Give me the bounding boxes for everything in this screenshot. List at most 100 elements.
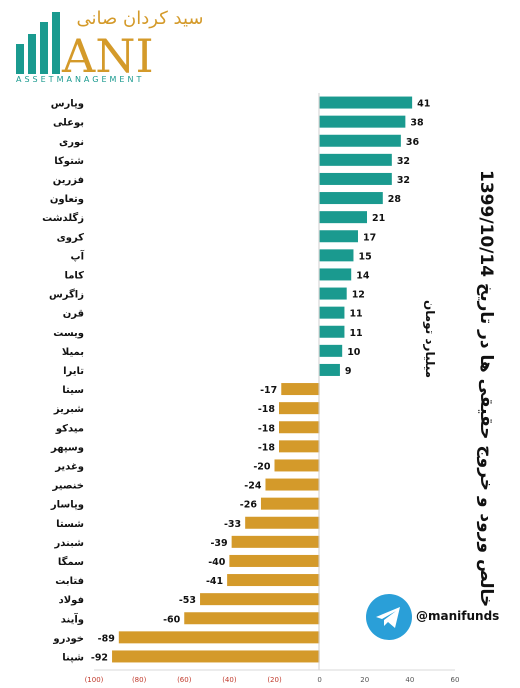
value-label-16: -18 [258, 404, 276, 415]
x-tick-label-3: (40) [222, 676, 237, 684]
unit-label-text: میلیارد تومان [423, 300, 437, 379]
value-label-22: -33 [224, 519, 241, 530]
unit-label: میلیارد تومان [415, 300, 439, 410]
category-label-18: وسپهر [50, 442, 84, 453]
category-label-0: وپارس [51, 99, 84, 110]
bar-28 [118, 631, 320, 644]
telegram-badge[interactable]: @manifunds [366, 594, 516, 644]
category-label-26: فولاد [59, 595, 84, 606]
value-label-29: -92 [91, 652, 108, 663]
bar-10 [319, 287, 347, 300]
value-label-15: -17 [260, 385, 277, 396]
logo-persian-name: سید کردان صانی [77, 8, 204, 29]
bar-11 [319, 306, 345, 319]
value-label-4: 32 [397, 175, 410, 186]
bar-0 [319, 96, 413, 109]
bar-20 [265, 478, 320, 491]
value-label-27: -60 [163, 614, 181, 625]
category-labels-group: وپارس بوعلی نوری شتوکا فزرین وتعاون زگلدشت کروی… [42, 99, 84, 664]
category-label-7: کروی [57, 232, 85, 243]
bar-2 [319, 134, 401, 147]
value-label-2: 36 [406, 137, 420, 148]
bar-12 [319, 325, 345, 338]
category-label-1: بوعلی [53, 118, 84, 129]
value-label-12: 11 [349, 328, 362, 339]
bar-5 [319, 192, 383, 205]
value-label-20: -24 [244, 481, 262, 492]
x-tick-label-6: 20 [360, 676, 369, 684]
bar-19 [274, 459, 320, 472]
bar-4 [319, 172, 392, 185]
value-label-17: -18 [258, 423, 276, 434]
category-label-22: شستا [56, 519, 84, 530]
logo-bar-1 [16, 44, 24, 74]
category-label-5: وتعاون [50, 194, 84, 205]
bar-23 [231, 535, 320, 548]
category-label-11: قرن [63, 309, 84, 320]
bars-group [112, 96, 413, 663]
value-label-9: 14 [356, 270, 370, 281]
x-tick-label-8: 60 [451, 676, 460, 684]
value-label-0: 41 [417, 99, 430, 110]
value-label-3: 32 [397, 156, 410, 167]
category-label-10: زاگرس [49, 288, 84, 301]
category-label-16: شبریز [53, 404, 84, 415]
category-label-25: فتابت [55, 576, 84, 587]
category-label-8: آپ [71, 249, 85, 262]
value-label-14: 9 [345, 366, 352, 377]
bar-14 [319, 363, 340, 376]
value-label-13: 10 [347, 347, 361, 358]
category-label-14: تایرا [63, 366, 84, 377]
bar-24 [229, 554, 320, 567]
category-label-4: فزرین [53, 175, 84, 186]
logo-bar-4 [52, 12, 60, 74]
bar-16 [279, 402, 320, 415]
bar-26 [200, 593, 320, 606]
value-label-23: -39 [210, 538, 227, 549]
bar-17 [279, 421, 320, 434]
x-tick-label-2: (60) [177, 676, 192, 684]
category-label-15: سیتا [62, 385, 84, 396]
category-label-23: شبندر [53, 538, 84, 549]
bar-7 [319, 230, 358, 243]
category-label-2: نوری [59, 137, 84, 148]
logo-bar-3 [40, 22, 48, 74]
bar-3 [319, 153, 392, 166]
value-label-8: 15 [358, 251, 371, 262]
x-tick-label-7: 40 [405, 676, 414, 684]
value-label-11: 11 [349, 309, 362, 320]
bar-1 [319, 115, 406, 128]
value-label-28: -89 [98, 633, 115, 644]
bar-18 [279, 440, 320, 453]
x-tick-label-5: 0 [317, 676, 321, 684]
value-label-24: -40 [208, 557, 226, 568]
value-label-26: -53 [179, 595, 196, 606]
category-label-21: وپاسار [50, 500, 84, 511]
category-label-13: بمیلا [62, 347, 84, 358]
value-label-19: -20 [253, 461, 271, 472]
value-label-7: 17 [363, 232, 376, 243]
value-label-25: -41 [206, 576, 223, 587]
category-label-28: خودرو [52, 633, 84, 644]
x-tick-label-1: (80) [132, 676, 147, 684]
category-label-3: شتوکا [54, 156, 84, 167]
category-label-12: ویست [53, 328, 84, 339]
telegram-handle: @manifunds [416, 609, 500, 623]
value-label-10: 12 [352, 290, 365, 301]
category-label-24: سمگا [58, 555, 84, 568]
x-tick-label-4: (20) [267, 676, 282, 684]
value-label-6: 21 [372, 213, 385, 224]
category-label-27: وآیند [61, 612, 84, 625]
bar-27 [184, 612, 320, 625]
bar-9 [319, 268, 352, 281]
category-label-17: میدکو [55, 423, 84, 434]
category-label-29: شپنا [62, 652, 84, 663]
category-label-20: خنصیر [52, 481, 84, 492]
bar-22 [245, 516, 320, 529]
value-label-18: -18 [258, 442, 276, 453]
telegram-icon [366, 594, 412, 640]
category-label-6: زگلدشت [42, 211, 84, 224]
bar-29 [112, 650, 320, 663]
